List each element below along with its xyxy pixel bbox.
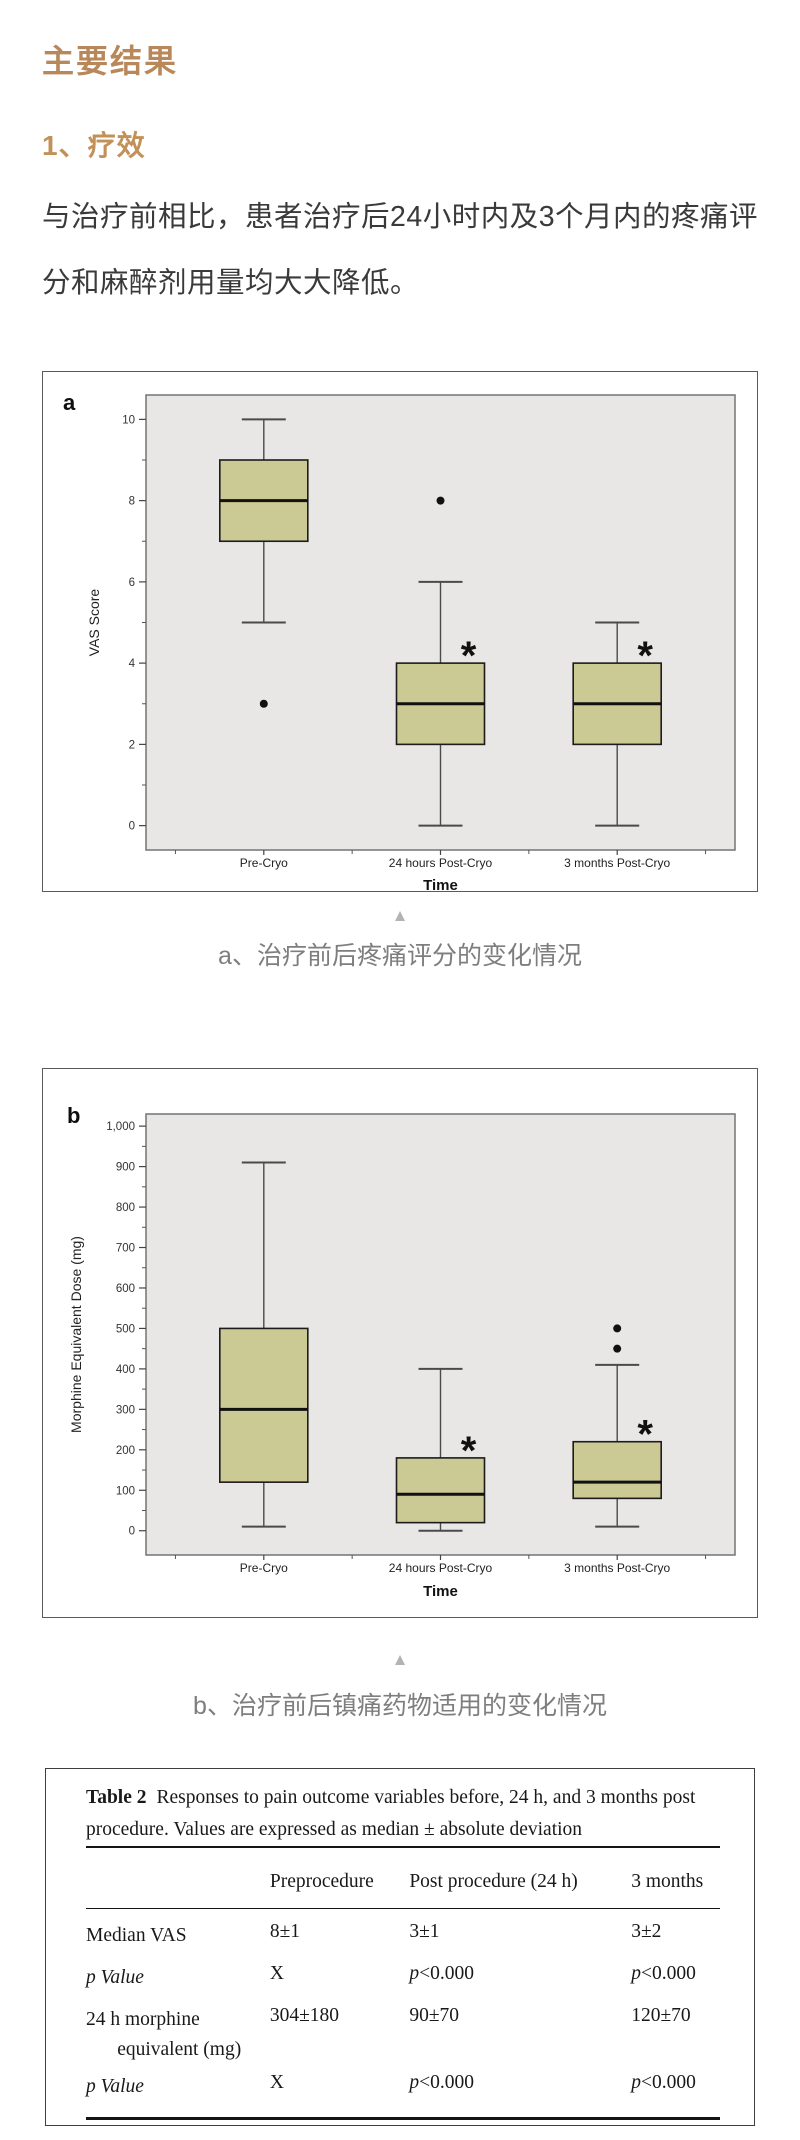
table-caption-text: Responses to pain outcome variables befo… [86,1787,696,1840]
body-paragraph: 与治疗前相比，患者治疗后24小时内及3个月内的疼痛评分和麻醉剂用量均大大降低。 [42,201,759,299]
svg-text:b: b [67,1103,80,1128]
svg-text:8: 8 [129,496,135,508]
table-cell: p<0.000 [409,2072,474,2093]
svg-text:Pre-Cryo: Pre-Cryo [240,1561,288,1575]
table-header-row: Preprocedure Post procedure (24 h) 3 mon… [86,1857,720,1908]
svg-text:300: 300 [116,1404,135,1416]
table-caption: Table 2 Responses to pain outcome variabl… [86,1782,720,1846]
svg-text:0: 0 [129,1526,135,1538]
table-caption-label: Table 2 [86,1787,147,1808]
table-row: p Value X p<0.000 p<0.000 [86,1958,720,2000]
svg-text:*: * [461,1429,477,1473]
table-cell: p<0.000 [631,2072,696,2093]
svg-text:500: 500 [116,1323,135,1335]
triangle-icon: ▲ [391,906,409,925]
table-cell: 304±180 [269,2005,340,2026]
figure-b-caption: b、治疗前后镇痛药物适用的变化情况 [193,1692,607,1720]
svg-text:1,000: 1,000 [106,1121,135,1133]
svg-text:Morphine Equivalent Dose (mg): Morphine Equivalent Dose (mg) [68,1236,84,1433]
table-cell: X [269,2072,284,2093]
table-header-rule [86,1908,720,1909]
table-header-cell: Preprocedure [269,1871,374,1892]
svg-text:Time: Time [423,877,458,891]
table-row-label: Median VAS [86,1925,187,1946]
svg-text:10: 10 [122,414,135,426]
table-bottom-rule [86,2117,720,2120]
table-header-cell: 3 months [631,1871,704,1892]
svg-text:800: 800 [116,1202,135,1214]
section-title: 1、疗效 [42,130,146,161]
figure-b: b 0 100 200 300 400 500 600 700 800 900 1,000 Pre-Cr… [42,1068,758,1618]
svg-text:100: 100 [116,1485,135,1497]
table-cell: 120±70 [631,2005,691,2026]
table-header-cell: Post procedure (24 h) [409,1871,578,1892]
svg-text:2: 2 [129,739,135,751]
svg-text:600: 600 [116,1283,135,1295]
figure-a-caption: a、治疗前后疼痛评分的变化情况 [218,942,582,970]
svg-text:24 hours Post-Cryo: 24 hours Post-Cryo [389,1561,493,1575]
svg-text:Time: Time [423,1583,458,1600]
table-row: 24 h morphine equivalent (mg) 304±180 90… [86,2000,720,2067]
morphine-dose-boxplot-chart: b 0 100 200 300 400 500 600 700 800 900 1,000 Pre-Cr… [67,1103,736,1600]
table-cell: 8±1 [269,1921,301,1942]
table-cell: 3±1 [409,1921,440,1942]
svg-text:400: 400 [116,1364,135,1376]
svg-text:3 months Post-Cryo: 3 months Post-Cryo [564,856,670,870]
table-row: Median VAS 8±1 3±1 3±2 [86,1909,720,1958]
table-2: Table 2 Responses to pain outcome variabl… [45,1768,755,2126]
svg-text:6: 6 [129,577,135,589]
svg-text:*: * [637,634,653,678]
table-cell: p<0.000 [409,1963,474,1984]
table-row-label: p Value [86,2076,144,2097]
svg-text:*: * [637,1413,653,1457]
svg-text:Pre-Cryo: Pre-Cryo [240,856,288,870]
table-row-label: 24 h morphine equivalent (mg) [86,2009,242,2060]
table-cell: 90±70 [409,2005,460,2026]
svg-text:VAS Score: VAS Score [86,589,102,657]
table-cell: p<0.000 [631,1963,696,1984]
page-title: 主要结果 [42,43,179,79]
figure-a: a 0 2 4 6 8 10 Pre-Cryo 24 hours Post-Cryo * 3 mon… [42,371,758,892]
vas-score-boxplot-chart: a 0 2 4 6 8 10 Pre-Cryo 24 hours Post-Cryo * 3 mon… [63,390,736,891]
svg-text:4: 4 [129,658,136,670]
table-cell: 3±2 [631,1921,662,1942]
table-row-label: p Value [86,1967,144,1988]
svg-text:*: * [461,634,477,678]
svg-text:700: 700 [116,1243,135,1255]
svg-text:24 hours Post-Cryo: 24 hours Post-Cryo [389,856,493,870]
svg-text:200: 200 [116,1445,135,1457]
table-cell: X [269,1963,284,1984]
table-row: p Value X p<0.000 p<0.000 [86,2067,720,2117]
table-header-cell [86,1871,270,1893]
triangle-icon: ▲ [391,1650,409,1669]
svg-text:900: 900 [116,1162,135,1174]
svg-text:a: a [63,390,76,415]
svg-text:0: 0 [129,821,135,833]
table-top-rule [86,1846,720,1848]
svg-text:3 months Post-Cryo: 3 months Post-Cryo [564,1561,670,1575]
